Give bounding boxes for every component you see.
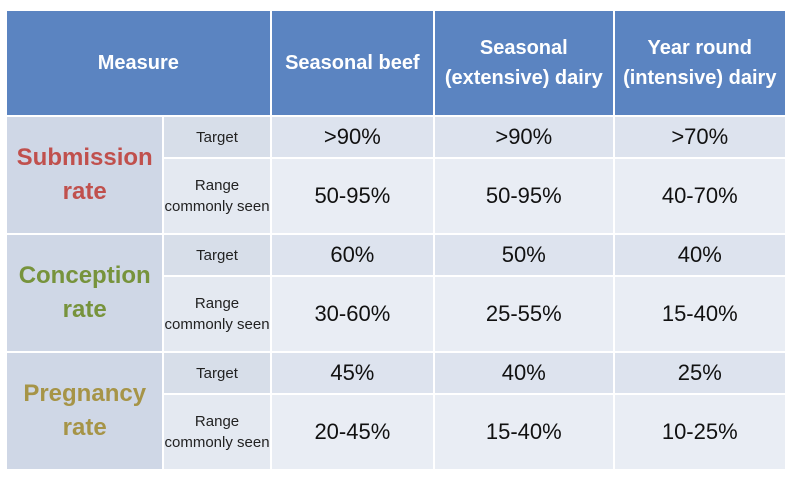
header-row: Measure Seasonal beef Seasonal (extensiv…: [7, 11, 785, 115]
reproduction-targets-table: Measure Seasonal beef Seasonal (extensiv…: [5, 9, 787, 471]
table-row: Submission rate Target >90% >90% >70%: [7, 117, 785, 233]
table-row: Pregnancy rate Target 45% 40% 25%: [7, 353, 785, 469]
target-label: Target: [164, 235, 270, 275]
range-label: Range commonly seen: [164, 277, 270, 351]
range-label: Range commonly seen: [164, 395, 270, 469]
conception-target-seasonal-beef: 60%: [271, 235, 434, 275]
table-row: Range commonly seen 50-95% 50-95% 40-70%: [7, 159, 785, 233]
target-label: Target: [164, 353, 270, 393]
conception-target-seasonal-dairy: 50%: [435, 235, 613, 275]
submission-target-seasonal-beef: >90%: [271, 117, 434, 157]
measure-conception-rate: Conception rate: [7, 235, 163, 351]
submission-range-year-round-dairy: 40-70%: [614, 159, 785, 233]
header-measure: Measure: [7, 11, 270, 115]
submission-target-seasonal-dairy: >90%: [435, 117, 613, 157]
pregnancy-target-year-round-dairy: 25%: [614, 353, 785, 393]
table-row: Range commonly seen 20-45% 15-40% 10-25%: [7, 395, 785, 469]
target-label: Target: [164, 117, 270, 157]
submission-range-seasonal-beef: 50-95%: [271, 159, 434, 233]
table-row: Range commonly seen 30-60% 25-55% 15-40%: [7, 277, 785, 351]
table-row: Conception rate Target 60% 50% 40%: [7, 235, 785, 351]
conception-range-seasonal-dairy: 25-55%: [435, 277, 613, 351]
header-seasonal-beef: Seasonal beef: [271, 11, 434, 115]
measure-pregnancy-rate: Pregnancy rate: [7, 353, 163, 469]
pregnancy-range-seasonal-beef: 20-45%: [271, 395, 434, 469]
conception-target-year-round-dairy: 40%: [614, 235, 785, 275]
pregnancy-target-seasonal-beef: 45%: [271, 353, 434, 393]
header-seasonal-extensive-dairy: Seasonal (extensive) dairy: [435, 11, 613, 115]
conception-range-year-round-dairy: 15-40%: [614, 277, 785, 351]
pregnancy-range-seasonal-dairy: 15-40%: [435, 395, 613, 469]
range-label: Range commonly seen: [164, 159, 270, 233]
conception-range-seasonal-beef: 30-60%: [271, 277, 434, 351]
submission-target-year-round-dairy: >70%: [614, 117, 785, 157]
pregnancy-range-year-round-dairy: 10-25%: [614, 395, 785, 469]
measure-submission-rate: Submission rate: [7, 117, 163, 233]
header-year-round-intensive-dairy: Year round (intensive) dairy: [614, 11, 785, 115]
submission-range-seasonal-dairy: 50-95%: [435, 159, 613, 233]
pregnancy-target-seasonal-dairy: 40%: [435, 353, 613, 393]
